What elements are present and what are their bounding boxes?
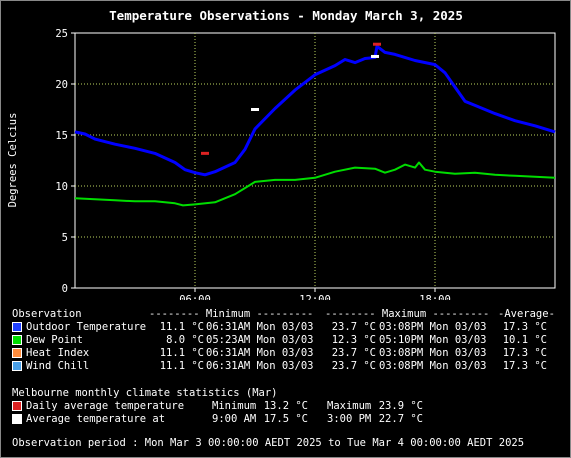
y-tick-label: 15	[55, 130, 68, 142]
climate-markers	[201, 42, 381, 155]
row-name: Wind Chill	[26, 360, 90, 372]
header-minimum: -------- Minimum ---------	[149, 308, 314, 320]
y-tick-label: 25	[55, 28, 68, 40]
row-max-time: 03:08PM Mon 03/03	[379, 360, 487, 372]
climate-marker	[371, 54, 379, 58]
row-max-time: 03:08PM Mon 03/03	[379, 321, 487, 333]
y-axis-ticks: 0 5 10 15 20 25	[55, 28, 75, 295]
y-axis-label: Degrees Celcius	[7, 113, 19, 208]
row-min-time: 06:31AM Mon 03/03	[206, 360, 314, 372]
climate-right-label: Maximum	[327, 400, 372, 412]
row-min-time: 06:31AM Mon 03/03	[206, 347, 314, 359]
climate-right-value: 23.9 °C	[378, 400, 423, 412]
climate-left-value: 17.5 °C	[263, 413, 308, 425]
row-max-value: 23.7 °C	[331, 347, 376, 359]
y-tick-label: 5	[62, 232, 68, 244]
table-header: Observation -------- Minimum --------- -…	[12, 308, 555, 321]
header-maximum: -------- Maximum ---------	[325, 308, 490, 320]
series-line-outdoor-temperature	[74, 44, 556, 177]
row-min-value: 11.1 °C	[159, 321, 204, 333]
climate-left-label: Minimum	[212, 400, 257, 412]
row-max-value: 12.3 °C	[331, 334, 376, 346]
row-name: Dew Point	[26, 334, 83, 346]
temperature-chart: Temperature Observations - Monday March …	[7, 8, 556, 300]
row-max-value: 23.7 °C	[331, 321, 376, 333]
climate-marker	[251, 108, 259, 111]
x-tick-label: 18:00	[419, 294, 451, 300]
x-axis-ticks: 06:00 12:00 18:00	[179, 288, 451, 300]
row-min-value: 8.0 °C	[166, 334, 204, 346]
row-max-time: 03:08PM Mon 03/03	[379, 347, 487, 359]
row-min-time: 06:31AM Mon 03/03	[206, 321, 314, 333]
climate-left-label: 9:00 AM	[212, 413, 257, 425]
chart-title: Temperature Observations - Monday March …	[109, 8, 463, 23]
observation-period: Observation period : Mon Mar 3 00:00:00 …	[12, 437, 525, 449]
series-color-swatch	[12, 322, 22, 332]
header-average: -Average-	[498, 308, 555, 320]
climate-marker	[373, 42, 381, 46]
y-tick-label: 0	[62, 283, 68, 295]
climate-color-swatch	[12, 401, 22, 411]
series-color-swatch	[12, 361, 22, 371]
climate-color-swatch	[12, 414, 22, 424]
y-tick-label: 10	[55, 181, 68, 193]
series-color-swatch	[12, 348, 22, 358]
row-max-value: 23.7 °C	[331, 360, 376, 372]
x-tick-label: 06:00	[179, 294, 211, 300]
climate-left-value: 13.2 °C	[263, 400, 308, 412]
row-min-time: 05:23AM Mon 03/03	[206, 334, 314, 346]
y-tick-label: 20	[55, 79, 68, 91]
row-average: 17.3 °C	[502, 347, 547, 359]
climate-right-value: 22.7 °C	[378, 413, 423, 425]
row-name: Heat Index	[26, 347, 90, 359]
row-min-value: 11.1 °C	[159, 347, 204, 359]
series-color-swatch	[12, 335, 22, 345]
series-line-dew-point	[74, 161, 556, 207]
climate-title: Melbourne monthly climate statistics (Ma…	[12, 387, 278, 399]
row-name: Outdoor Temperature	[26, 321, 147, 333]
climate-right-label: 3:00 PM	[327, 413, 372, 425]
header-observation: Observation	[12, 308, 82, 320]
row-average: 17.3 °C	[502, 321, 547, 333]
series-lines	[74, 44, 556, 207]
climate-name: Daily average temperature	[26, 400, 185, 412]
climate-name: Average temperature at	[26, 413, 166, 425]
row-min-value: 11.1 °C	[159, 360, 204, 372]
climate-marker	[201, 151, 209, 155]
row-average: 10.1 °C	[502, 334, 547, 346]
x-tick-label: 12:00	[299, 294, 331, 300]
row-average: 17.3 °C	[502, 360, 547, 372]
row-max-time: 05:10PM Mon 03/03	[379, 334, 487, 346]
